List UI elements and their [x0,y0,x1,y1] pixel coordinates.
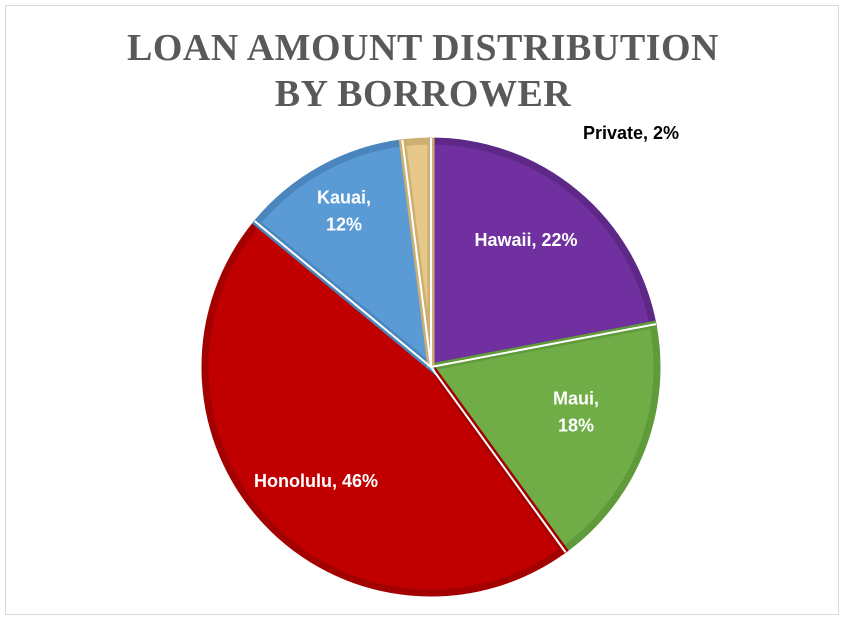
chart-title: LOAN AMOUNT DISTRIBUTION BY BORROWER [0,25,846,117]
data-label-hawaii: Hawaii, 22% [474,230,577,250]
data-label-honolulu: Honolulu, 46% [254,471,378,491]
data-label-maui: Maui, 18% [553,389,599,436]
pie-slice-honolulu [201,218,569,597]
slice-separator [253,220,432,368]
title-line-2: BY BORROWER [274,73,572,115]
slice-separator [430,323,657,368]
data-label-kauai: Kauai, 12% [317,188,371,235]
slice-separator [430,366,567,553]
title-line-1: LOAN AMOUNT DISTRIBUTION [127,27,719,69]
pie-slice-maui [424,320,661,555]
data-label-private: Private, 2% [583,123,679,143]
pie-slice-kauai [251,138,436,376]
slice-separator [401,139,432,368]
pie-slice-hawaii [427,137,658,372]
